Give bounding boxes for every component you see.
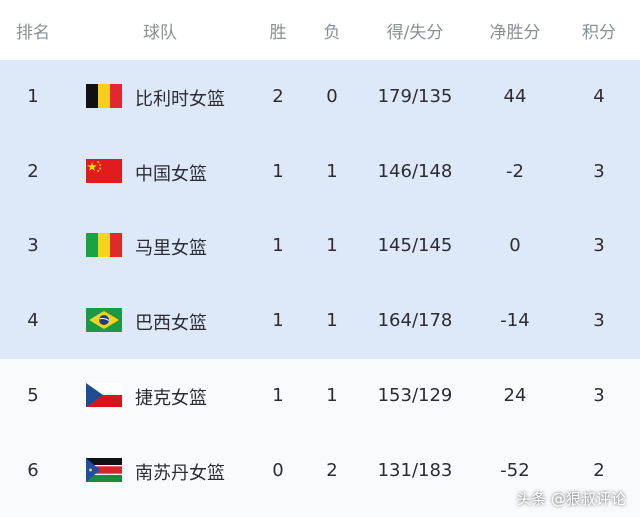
table-row: 6 南苏丹女篮 0 2 131/183 -52 2	[0, 434, 640, 509]
wins-cell: 0	[272, 459, 284, 481]
header-wins: 胜	[269, 23, 287, 43]
diff-cell: -2	[506, 160, 524, 182]
team-name: 比利时女篮	[135, 89, 225, 110]
losses-cell: 1	[326, 384, 338, 406]
wins-cell: 1	[272, 235, 284, 257]
points-cell: 3	[593, 160, 605, 182]
rank-cell: 1	[27, 86, 39, 107]
points-cell: 3	[593, 235, 605, 257]
rank-cell: 4	[27, 310, 39, 332]
points-cell: 3	[593, 310, 605, 332]
rank-cell: 3	[27, 235, 39, 257]
header-points: 积分	[582, 23, 616, 43]
losses-cell: 1	[326, 235, 338, 257]
mali-flag-icon	[86, 233, 122, 258]
rank-cell: 2	[27, 160, 39, 182]
south-sudan-flag-icon	[86, 457, 122, 482]
score-cell: 153/129	[377, 384, 453, 406]
table-header: 排名 球队 胜 负 得/失分 净胜分 积分	[0, 0, 640, 60]
table-row: 1 比利时女篮 2 0 179/135 44 4	[0, 60, 640, 135]
czech-flag-icon	[86, 382, 122, 407]
points-cell: 2	[593, 459, 605, 481]
score-cell: 146/148	[377, 160, 453, 182]
team-name: 南苏丹女篮	[135, 462, 225, 484]
header-team: 球队	[143, 23, 177, 43]
wins-cell: 1	[272, 310, 284, 332]
rank-cell: 5	[27, 384, 39, 406]
points-cell: 4	[593, 86, 605, 107]
team-name: 马里女篮	[135, 238, 207, 260]
header-score: 得/失分	[386, 23, 444, 43]
score-cell: 145/145	[377, 235, 453, 257]
diff-cell: 44	[503, 86, 527, 107]
losses-cell: 1	[326, 160, 338, 182]
table-row: 4 巴西女篮 1 1 164/178 -14 3	[0, 284, 640, 360]
losses-cell: 2	[326, 459, 338, 481]
table-row: 5 捷克女篮 1 1 153/129 24 3	[0, 359, 640, 434]
losses-cell: 0	[326, 86, 338, 107]
losses-cell: 1	[326, 310, 338, 332]
diff-cell: -14	[500, 310, 530, 332]
wins-cell: 1	[272, 384, 284, 406]
header-losses: 负	[323, 23, 341, 43]
team-name: 捷克女篮	[135, 387, 207, 409]
china-flag-icon	[86, 158, 122, 183]
brazil-flag-icon	[86, 308, 122, 333]
score-cell: 179/135	[377, 86, 453, 107]
score-cell: 164/178	[377, 310, 453, 332]
header-diff: 净胜分	[489, 23, 541, 43]
diff-cell: 24	[503, 384, 527, 406]
belgium-flag-icon	[86, 84, 122, 108]
table-row: 3 马里女篮 1 1 145/145 0 3	[0, 209, 640, 285]
diff-cell: -52	[500, 459, 530, 481]
team-name: 中国女篮	[135, 163, 207, 185]
header-rank: 排名	[16, 23, 50, 43]
wins-cell: 1	[272, 160, 284, 182]
rank-cell: 6	[27, 459, 39, 481]
team-name: 巴西女篮	[135, 313, 207, 335]
wins-cell: 2	[272, 86, 284, 107]
table-row: 2 中国女篮 1 1 146/148 -2 3	[0, 134, 640, 210]
watermark: 头条 @狠叔评论	[516, 490, 626, 508]
score-cell: 131/183	[377, 459, 453, 481]
points-cell: 3	[593, 384, 605, 406]
diff-cell: 0	[509, 235, 521, 257]
